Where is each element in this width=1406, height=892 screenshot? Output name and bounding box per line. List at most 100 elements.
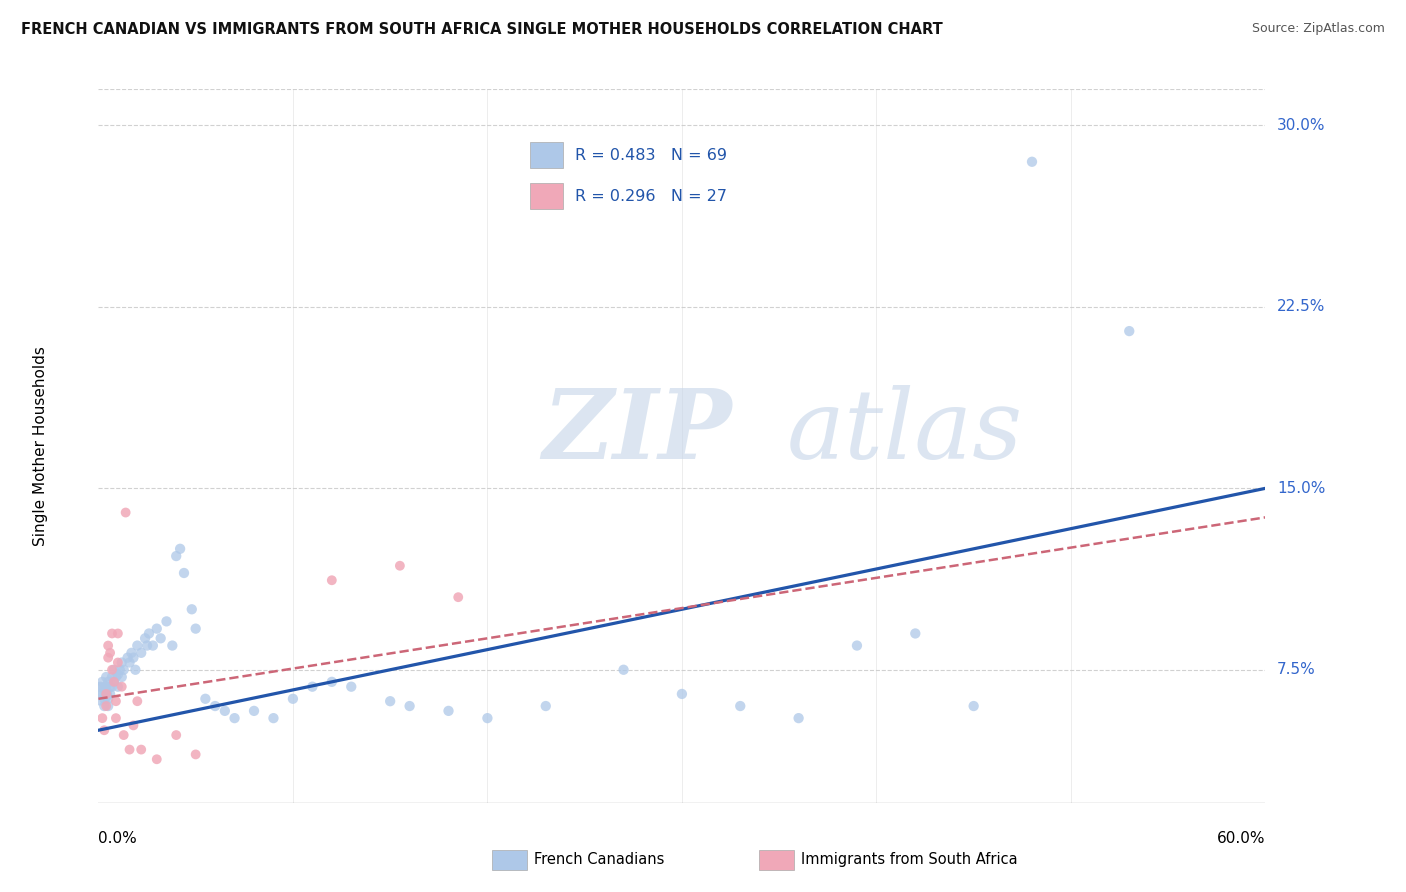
- Point: [118, 656, 141, 670]
- Text: Single Mother Households: Single Mother Households: [32, 346, 48, 546]
- Text: Immigrants from South Africa: Immigrants from South Africa: [801, 853, 1018, 867]
- Point: [136, 639, 159, 653]
- Point: [107, 680, 129, 694]
- Point: [111, 670, 134, 684]
- Point: [301, 680, 323, 694]
- Point: [117, 650, 139, 665]
- Point: [101, 670, 124, 684]
- Point: [787, 711, 810, 725]
- Point: [129, 742, 152, 756]
- Point: [111, 680, 134, 694]
- Point: [107, 656, 129, 670]
- Point: [1118, 324, 1140, 338]
- Point: [146, 752, 169, 766]
- Point: [155, 615, 177, 629]
- Point: [129, 646, 152, 660]
- Point: [96, 680, 118, 694]
- Point: [97, 699, 120, 714]
- Text: atlas: atlas: [787, 384, 1024, 479]
- Point: [91, 711, 114, 725]
- Point: [477, 711, 499, 725]
- Point: [534, 699, 557, 714]
- Point: [127, 639, 149, 653]
- Point: [111, 656, 134, 670]
- Point: [904, 626, 927, 640]
- Point: [98, 687, 121, 701]
- Point: [194, 691, 217, 706]
- Point: [93, 699, 115, 714]
- Text: 30.0%: 30.0%: [1277, 118, 1326, 133]
- Point: [122, 718, 145, 732]
- Point: [149, 632, 172, 646]
- Point: [169, 541, 191, 556]
- Point: [89, 687, 111, 701]
- Point: [398, 699, 420, 714]
- Point: [184, 622, 207, 636]
- Point: [127, 694, 149, 708]
- Point: [846, 639, 869, 653]
- Point: [134, 632, 156, 646]
- Point: [93, 682, 115, 697]
- Point: [96, 687, 118, 701]
- Point: [447, 590, 470, 604]
- Point: [613, 663, 636, 677]
- Text: 7.5%: 7.5%: [1277, 662, 1316, 677]
- Point: [108, 663, 131, 677]
- Point: [162, 639, 184, 653]
- Text: R = 0.483   N = 69: R = 0.483 N = 69: [575, 148, 727, 162]
- Point: [321, 674, 343, 689]
- Point: [98, 646, 121, 660]
- Point: [388, 558, 411, 573]
- Point: [93, 691, 115, 706]
- Point: [97, 674, 120, 689]
- Text: 15.0%: 15.0%: [1277, 481, 1326, 496]
- Text: Source: ZipAtlas.com: Source: ZipAtlas.com: [1251, 22, 1385, 36]
- Point: [262, 711, 284, 725]
- Point: [962, 699, 984, 714]
- Point: [96, 670, 118, 684]
- Point: [340, 680, 363, 694]
- Point: [380, 694, 402, 708]
- Point: [142, 639, 165, 653]
- Point: [671, 687, 693, 701]
- Point: [107, 667, 129, 681]
- Text: 0.0%: 0.0%: [98, 831, 138, 847]
- FancyBboxPatch shape: [530, 184, 564, 209]
- FancyBboxPatch shape: [530, 143, 564, 168]
- Point: [112, 663, 135, 677]
- Point: [103, 674, 125, 689]
- Point: [101, 663, 124, 677]
- Point: [122, 650, 145, 665]
- Point: [124, 663, 146, 677]
- Point: [103, 663, 125, 677]
- Point: [730, 699, 752, 714]
- Point: [107, 626, 129, 640]
- Text: ZIP: ZIP: [541, 384, 731, 479]
- Point: [204, 699, 226, 714]
- Text: R = 0.296   N = 27: R = 0.296 N = 27: [575, 189, 727, 203]
- Text: French Canadians: French Canadians: [534, 853, 665, 867]
- Point: [93, 723, 115, 738]
- Point: [114, 506, 136, 520]
- Point: [103, 674, 125, 689]
- Point: [118, 742, 141, 756]
- Point: [173, 566, 195, 580]
- Point: [138, 626, 160, 640]
- Point: [97, 650, 120, 665]
- Point: [98, 680, 121, 694]
- Point: [97, 639, 120, 653]
- Point: [1021, 154, 1043, 169]
- Point: [89, 680, 111, 694]
- Point: [121, 646, 143, 660]
- Point: [243, 704, 266, 718]
- Point: [101, 680, 124, 694]
- Point: [112, 728, 135, 742]
- Point: [97, 691, 120, 706]
- Point: [165, 728, 187, 742]
- Point: [104, 694, 127, 708]
- Point: [180, 602, 202, 616]
- Point: [224, 711, 246, 725]
- Point: [165, 549, 187, 563]
- Point: [214, 704, 236, 718]
- Text: FRENCH CANADIAN VS IMMIGRANTS FROM SOUTH AFRICA SINGLE MOTHER HOUSEHOLDS CORRELA: FRENCH CANADIAN VS IMMIGRANTS FROM SOUTH…: [21, 22, 943, 37]
